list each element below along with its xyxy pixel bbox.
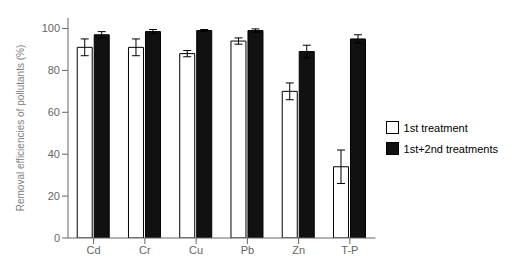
html-text:1st+2nd treatments: 1st+2nd treatments bbox=[403, 142, 498, 155]
svg-text:60: 60 bbox=[48, 106, 60, 118]
svg-text:Removal efficiencies of pollut: Removal efficiencies of pollutants (%) bbox=[15, 45, 26, 212]
svg-text:Zn: Zn bbox=[292, 244, 305, 256]
svg-text:Cd: Cd bbox=[87, 244, 101, 256]
svg-text:40: 40 bbox=[48, 148, 60, 160]
svg-text:100: 100 bbox=[42, 22, 60, 34]
svg-text:Cu: Cu bbox=[189, 244, 203, 256]
svg-text:80: 80 bbox=[48, 64, 60, 76]
svg-text:20: 20 bbox=[48, 190, 60, 202]
svg-text:0: 0 bbox=[54, 232, 60, 244]
svg-text:Pb: Pb bbox=[241, 244, 254, 256]
svg-text:Cr: Cr bbox=[139, 244, 151, 256]
html-text:1st treatment: 1st treatment bbox=[403, 121, 468, 134]
svg-text:T-P: T-P bbox=[341, 244, 358, 256]
